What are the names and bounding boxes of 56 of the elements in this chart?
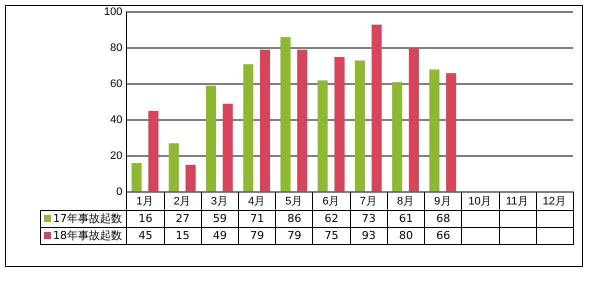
data-label: 59 — [201, 210, 238, 228]
bar — [148, 110, 158, 192]
bar — [186, 164, 196, 192]
bar — [354, 60, 365, 192]
y-tick-label: 40 — [110, 114, 122, 126]
x-tick-label: 8月 — [396, 195, 414, 208]
legend-label: 18年事故起数 — [40, 227, 127, 244]
data-label: 45 — [126, 227, 164, 244]
bar — [243, 64, 254, 192]
x-tick-label: 6月 — [322, 195, 340, 208]
x-tick-label: 3月 — [210, 195, 228, 208]
bar — [318, 80, 328, 192]
data-label: 73 — [350, 210, 388, 228]
x-tick-label: 5月 — [285, 195, 302, 208]
legend-label: 17年事故起数 — [40, 210, 127, 228]
x-tick-label: 11月 — [506, 195, 528, 208]
bar — [334, 56, 344, 192]
x-tick-label: 9月 — [434, 195, 452, 208]
data-label: 79 — [276, 227, 313, 244]
bar — [206, 86, 216, 192]
x-tick-label: 1月 — [136, 195, 154, 208]
data-label: 68 — [424, 210, 462, 228]
data-label: 66 — [424, 227, 462, 244]
bar — [408, 48, 419, 192]
data-label: 62 — [312, 210, 350, 228]
y-tick-label: 60 — [110, 78, 122, 90]
bar — [297, 50, 308, 192]
bar — [429, 70, 440, 192]
bar — [168, 143, 179, 192]
y-tick-label: 20 — [110, 150, 122, 162]
x-tick-label: 7月 — [360, 195, 377, 208]
data-label: 15 — [164, 227, 202, 244]
bar — [392, 82, 402, 192]
bar — [446, 73, 456, 192]
bar — [222, 104, 233, 192]
data-label: 80 — [387, 227, 425, 244]
data-label: 16 — [126, 210, 164, 228]
bar — [132, 163, 142, 192]
data-label: 27 — [164, 210, 202, 228]
x-tick-label: 10月 — [468, 195, 492, 208]
data-label: 75 — [312, 227, 350, 244]
data-label: 71 — [238, 210, 276, 228]
data-label: 79 — [238, 227, 276, 244]
data-label: 61 — [387, 210, 425, 228]
data-label: 49 — [201, 227, 238, 244]
x-tick-label: 4月 — [248, 195, 266, 208]
bar — [280, 37, 290, 192]
data-label: 93 — [350, 227, 388, 244]
y-tick-label: 80 — [110, 42, 122, 54]
bar — [260, 50, 270, 192]
x-tick-label: 12月 — [542, 195, 566, 208]
x-tick-label: 2月 — [174, 195, 191, 208]
y-tick-label: 100 — [104, 6, 122, 18]
bar — [372, 24, 382, 192]
y-tick-label: 0 — [116, 186, 122, 198]
data-label: 86 — [276, 210, 313, 228]
